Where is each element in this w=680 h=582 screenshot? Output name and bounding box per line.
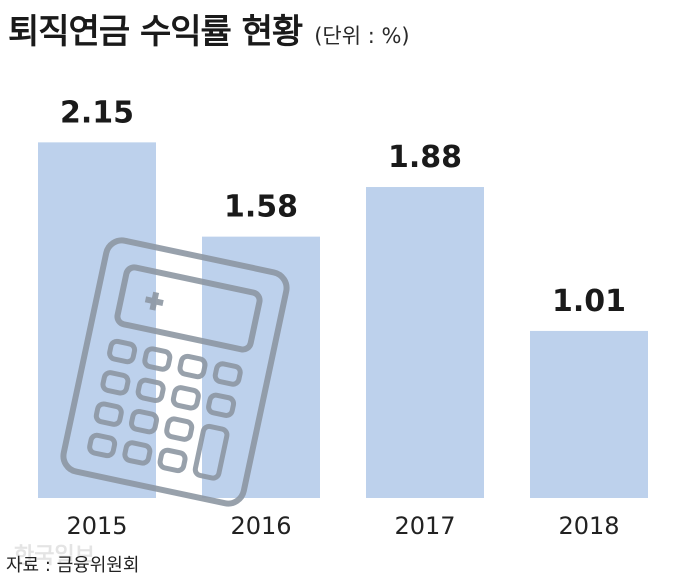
- bar-2017: [366, 187, 484, 498]
- unit-label: (단위 : %): [314, 24, 410, 48]
- category-label-2015: 2015: [66, 512, 127, 540]
- calculator-icon: [60, 237, 290, 507]
- bar-2015: [38, 142, 156, 498]
- value-label-2015: 2.15: [60, 95, 134, 130]
- source-note: 자료 : 금융위원회: [6, 555, 140, 576]
- chart-title: 퇴직연금 수익률 현황: [8, 12, 303, 52]
- value-label-2017: 1.88: [388, 140, 462, 175]
- bars-layer: [38, 142, 648, 498]
- category-label-2016: 2016: [230, 512, 291, 540]
- chart-header: 퇴직연금 수익률 현황 (단위 : %): [8, 4, 410, 53]
- labels-layer: 2.15 2015 1.58 2016 1.88 2017 1.01 2018: [60, 95, 626, 540]
- value-label-2018: 1.01: [552, 284, 626, 319]
- value-label-2016: 1.58: [224, 190, 298, 225]
- category-label-2017: 2017: [394, 512, 455, 540]
- category-label-2018: 2018: [558, 512, 619, 540]
- bar-2018: [530, 330, 648, 498]
- watermark: 한국일보: [14, 544, 95, 569]
